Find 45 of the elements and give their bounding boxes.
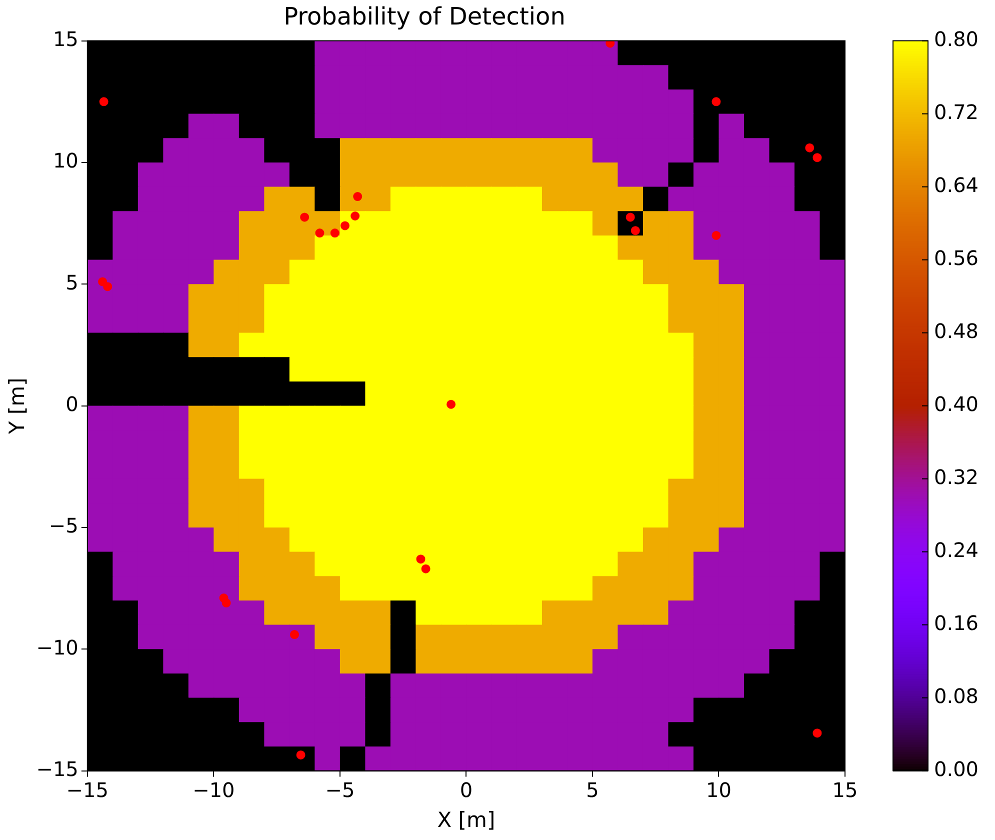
- x-tick-label: 10: [706, 778, 732, 802]
- point: [416, 554, 426, 564]
- point: [812, 153, 822, 162]
- point: [290, 630, 299, 640]
- y-tick-label: 0: [66, 392, 78, 416]
- y-tick-label: −10: [36, 635, 78, 660]
- color-bar-label: 0.08: [934, 684, 979, 708]
- point: [103, 282, 112, 292]
- color-bar-label: 0.80: [934, 27, 979, 52]
- y-tick-label: −5: [48, 514, 78, 538]
- point: [626, 212, 635, 222]
- x-tick-label: −10: [192, 778, 235, 802]
- point: [446, 400, 456, 409]
- y-tick-label: 5: [66, 270, 78, 294]
- point: [630, 226, 640, 236]
- y-tick-label: 10: [52, 148, 78, 173]
- x-tick-label: −5: [325, 778, 355, 802]
- color-bar-label: 0.64: [934, 173, 979, 198]
- color-bar-label: 0.48: [934, 319, 979, 344]
- chart-title: Probability of Detection: [284, 2, 566, 31]
- point: [330, 228, 340, 238]
- point: [712, 97, 721, 106]
- color-bar-label: 0.00: [934, 757, 979, 782]
- color-bar-label: 0.16: [934, 611, 979, 636]
- y-tick-label: 15: [52, 27, 78, 52]
- y-tick-label: −15: [36, 757, 78, 782]
- x-axis-title: X [m]: [437, 808, 496, 832]
- point: [353, 192, 362, 202]
- point: [315, 228, 324, 238]
- color-bar-label: 0.24: [934, 538, 979, 562]
- point: [712, 230, 721, 240]
- y-axis-title: Y [m]: [5, 378, 30, 435]
- point: [300, 212, 310, 222]
- point: [340, 221, 350, 230]
- point: [350, 212, 360, 220]
- point: [606, 40, 615, 48]
- x-tick-label: 0: [460, 778, 473, 802]
- color-bar-label: 0.72: [934, 100, 979, 124]
- color-bar-label: 0.32: [934, 465, 979, 490]
- color-bar-label: 0.40: [934, 392, 979, 416]
- color-bar-label: 0.56: [934, 246, 979, 270]
- x-tick-label: 5: [586, 778, 599, 802]
- point: [222, 598, 231, 608]
- point: [812, 728, 822, 738]
- x-tick-label: 15: [832, 778, 858, 802]
